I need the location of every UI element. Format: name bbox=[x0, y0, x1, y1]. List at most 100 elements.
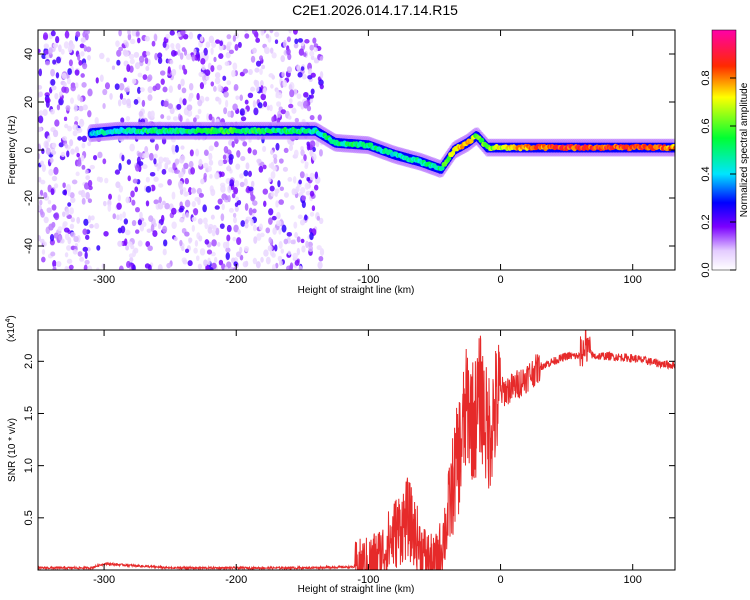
noise-speckle bbox=[137, 152, 143, 158]
colorbar-tick-label: 0.6 bbox=[700, 118, 712, 133]
colorbar-label: Normalized spectral amplitude bbox=[739, 82, 750, 217]
noise-speckle bbox=[52, 260, 57, 268]
noise-speckle bbox=[203, 79, 207, 85]
noise-speckle bbox=[87, 54, 91, 61]
noise-speckle bbox=[232, 267, 237, 270]
noise-speckle bbox=[126, 64, 131, 73]
noise-speckle bbox=[137, 37, 141, 44]
noise-speckle bbox=[298, 179, 302, 185]
noise-speckle bbox=[67, 45, 73, 54]
noise-speckle bbox=[64, 232, 70, 241]
noise-speckle bbox=[115, 40, 120, 47]
noise-speckle bbox=[64, 30, 70, 39]
noise-speckle bbox=[269, 30, 274, 34]
noise-speckle bbox=[120, 225, 126, 234]
noise-speckle bbox=[116, 59, 121, 66]
noise-speckle bbox=[286, 66, 292, 74]
noise-speckle bbox=[82, 104, 88, 111]
noise-speckle bbox=[281, 224, 287, 233]
noise-speckle bbox=[158, 183, 164, 188]
noise-speckle bbox=[49, 234, 55, 242]
noise-speckle bbox=[303, 91, 309, 98]
noise-speckle bbox=[231, 140, 235, 148]
noise-speckle bbox=[312, 153, 317, 161]
noise-speckle bbox=[199, 82, 205, 90]
noise-speckle bbox=[172, 116, 179, 121]
noise-speckle bbox=[123, 238, 128, 247]
noise-speckle bbox=[223, 91, 229, 98]
noise-speckle bbox=[129, 38, 136, 45]
noise-speckle bbox=[204, 69, 211, 76]
noise-speckle bbox=[304, 39, 310, 44]
noise-speckle bbox=[210, 81, 215, 87]
noise-speckle bbox=[117, 99, 122, 107]
noise-speckle bbox=[137, 72, 143, 78]
noise-speckle bbox=[77, 136, 83, 141]
noise-speckle bbox=[275, 200, 279, 208]
noise-speckle bbox=[212, 224, 217, 230]
x-tick-label: 100 bbox=[624, 574, 642, 586]
noise-speckle bbox=[158, 196, 162, 204]
noise-speckle bbox=[149, 171, 156, 177]
noise-speckle bbox=[41, 164, 46, 172]
noise-speckle bbox=[198, 71, 205, 78]
noise-speckle bbox=[115, 181, 121, 189]
noise-speckle bbox=[271, 264, 276, 270]
noise-speckle bbox=[222, 159, 228, 165]
noise-speckle bbox=[145, 186, 152, 193]
noise-speckle bbox=[294, 117, 300, 123]
noise-speckle bbox=[222, 154, 227, 160]
colorbar-tick-label: 0.0 bbox=[700, 262, 712, 277]
noise-speckle bbox=[118, 82, 125, 91]
noise-speckle bbox=[77, 251, 83, 257]
noise-speckle bbox=[126, 159, 132, 165]
noise-speckle bbox=[268, 208, 274, 216]
noise-speckle bbox=[66, 245, 72, 251]
noise-speckle bbox=[262, 164, 267, 170]
noise-speckle bbox=[243, 245, 250, 252]
noise-speckle bbox=[245, 162, 250, 170]
noise-speckle bbox=[61, 86, 67, 93]
noise-speckle bbox=[218, 53, 224, 60]
noise-speckle bbox=[268, 236, 272, 244]
noise-speckle bbox=[69, 223, 75, 230]
noise-speckle bbox=[50, 108, 55, 115]
noise-speckle bbox=[111, 65, 116, 70]
noise-speckle bbox=[229, 179, 235, 187]
noise-speckle bbox=[147, 74, 153, 81]
noise-speckle bbox=[270, 149, 274, 155]
noise-speckle bbox=[184, 199, 191, 208]
noise-speckle bbox=[119, 93, 124, 100]
noise-speckle bbox=[104, 177, 109, 184]
noise-speckle bbox=[286, 231, 293, 237]
noise-speckle bbox=[218, 97, 222, 105]
noise-speckle bbox=[300, 159, 305, 164]
noise-speckle bbox=[267, 245, 273, 252]
noise-speckle bbox=[319, 71, 324, 79]
noise-speckle bbox=[38, 234, 41, 242]
noise-speckle bbox=[278, 260, 283, 266]
noise-speckle bbox=[309, 211, 315, 217]
noise-speckle bbox=[297, 64, 301, 73]
y-tick-label: -20 bbox=[23, 190, 35, 206]
noise-speckle bbox=[232, 236, 237, 242]
noise-speckle bbox=[139, 87, 145, 93]
noise-speckle bbox=[66, 258, 73, 264]
noise-speckle bbox=[184, 231, 190, 237]
colorbar-tick-label: 0.4 bbox=[700, 166, 712, 181]
noise-speckle bbox=[153, 199, 159, 205]
noise-speckle bbox=[308, 245, 313, 253]
noise-speckle bbox=[38, 48, 41, 54]
noise-speckle bbox=[184, 191, 190, 196]
noise-speckle bbox=[317, 261, 323, 270]
noise-speckle bbox=[165, 33, 171, 39]
noise-speckle bbox=[309, 232, 314, 241]
noise-speckle bbox=[224, 195, 229, 201]
noise-speckle bbox=[205, 41, 211, 48]
noise-speckle bbox=[252, 208, 257, 214]
noise-speckle bbox=[287, 115, 292, 120]
noise-speckle bbox=[137, 240, 143, 247]
noise-speckle bbox=[288, 30, 292, 34]
noise-speckle bbox=[278, 228, 282, 235]
noise-speckle bbox=[52, 59, 57, 65]
